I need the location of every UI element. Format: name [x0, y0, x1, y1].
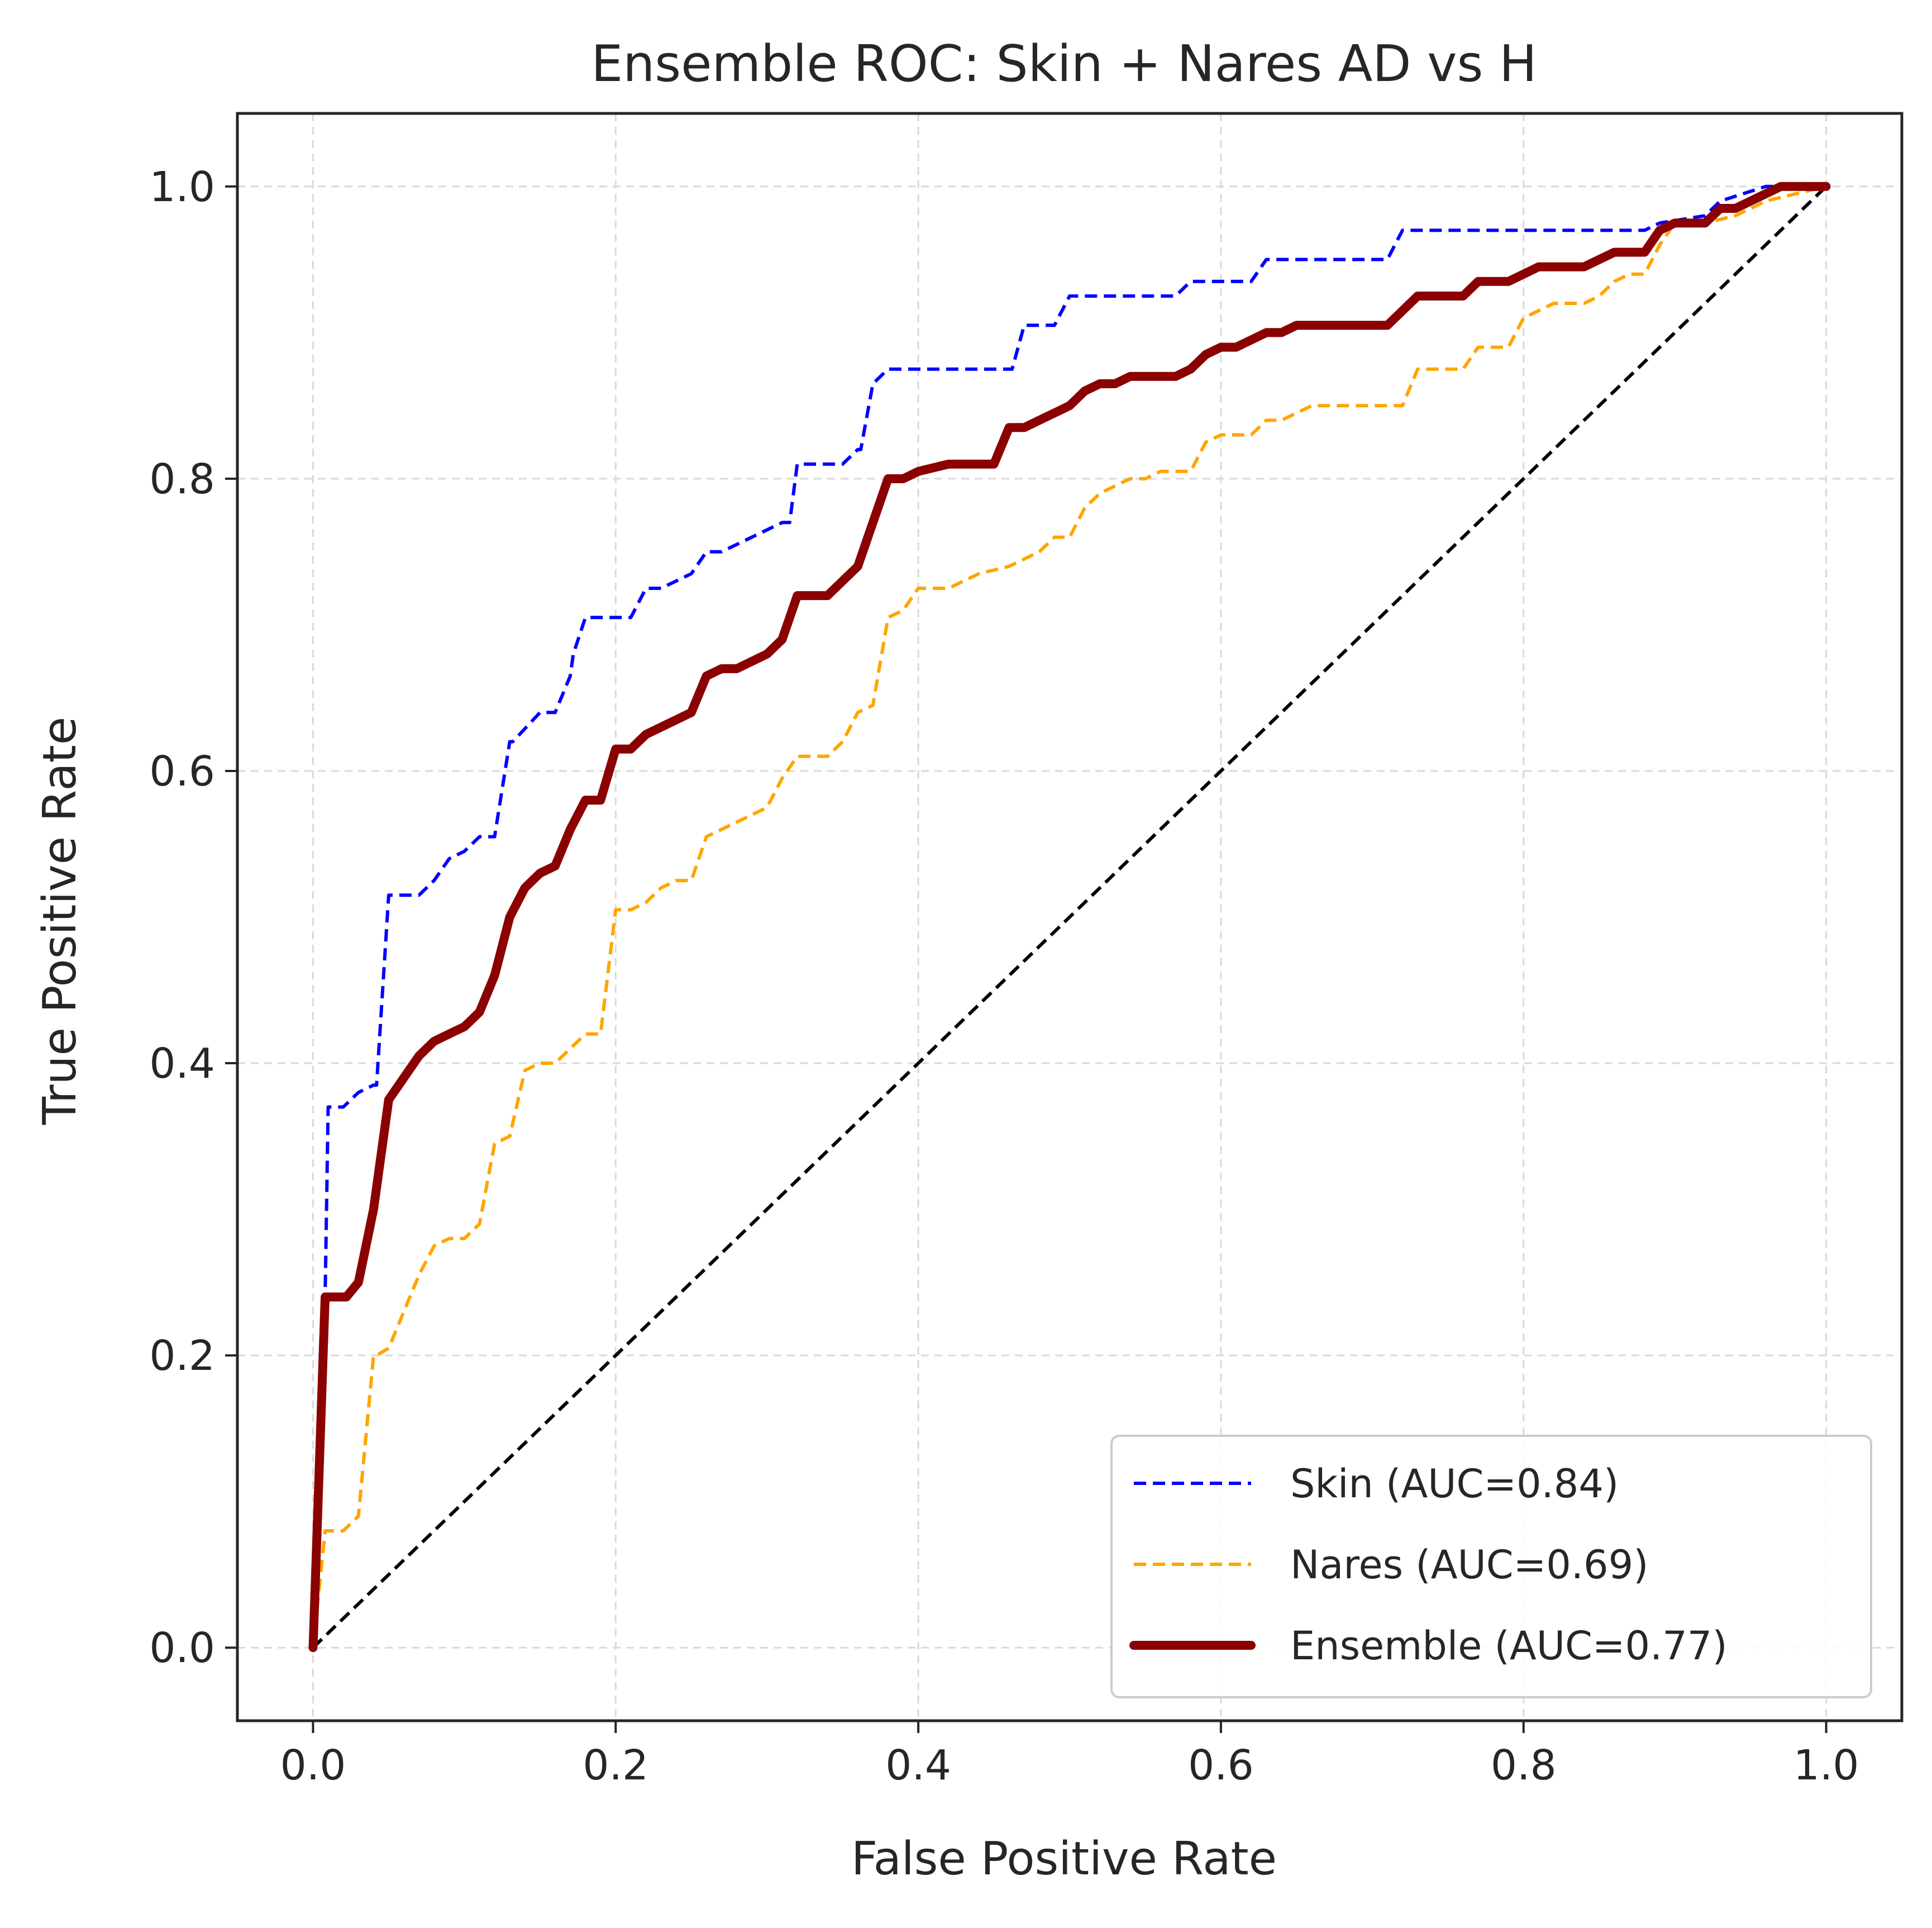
series-layer — [308, 182, 1831, 1653]
x-tick-label: 0.8 — [1491, 1741, 1557, 1789]
x-tick-label: 0.6 — [1188, 1741, 1254, 1789]
y-tick-label: 0.8 — [149, 455, 215, 503]
series-line-ensemble — [308, 182, 1831, 1653]
y-tick-label: 0.0 — [149, 1624, 215, 1672]
x-tick-label: 1.0 — [1793, 1741, 1859, 1789]
series-line-skin — [311, 184, 1826, 1648]
y-tick-label: 0.4 — [149, 1040, 215, 1088]
chart-title: Ensemble ROC: Skin + Nares AD vs H — [591, 35, 1537, 93]
plot-frame — [236, 112, 1904, 1722]
reference-diagonal-line — [312, 185, 1828, 1649]
x-tick-label: 0.4 — [885, 1741, 951, 1789]
legend-box — [1110, 1435, 1872, 1698]
legend-label-skin: Skin (AUC=0.84) — [1290, 1461, 1619, 1507]
series-line-nares — [311, 184, 1827, 1648]
grid-lines — [237, 113, 1902, 1721]
x-axis-label: False Positive Rate — [851, 1832, 1277, 1886]
x-tick-label: 0.2 — [583, 1741, 648, 1789]
legend-label-nares: Nares (AUC=0.69) — [1290, 1542, 1648, 1588]
y-tick-label: 0.2 — [149, 1332, 215, 1380]
legend: Skin (AUC=0.84) Nares (AUC=0.69) Ensemble … — [1110, 1435, 1872, 1698]
legend-label-ensemble: Ensemble (AUC=0.77) — [1290, 1623, 1728, 1669]
y-tick-label: 0.6 — [149, 748, 215, 796]
y-axis-label: True Positive Rate — [34, 717, 87, 1125]
x-tick-label: 0.0 — [280, 1741, 346, 1789]
reference-line-layer — [312, 185, 1828, 1649]
tick-layer: 0.0 0.2 0.4 0.6 0.8 1.0 0.0 0.2 0.4 0.6 0.8 1.0 — [149, 163, 1859, 1789]
y-tick-label: 1.0 — [149, 163, 215, 211]
